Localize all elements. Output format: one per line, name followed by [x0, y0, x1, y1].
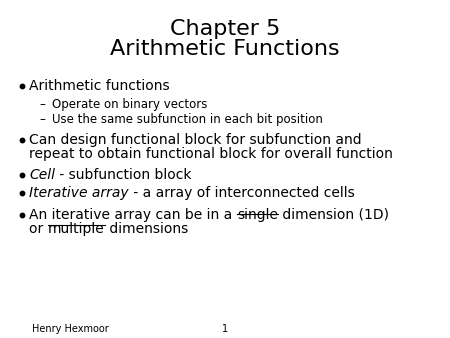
Text: repeat to obtain functional block for overall function: repeat to obtain functional block for ov…: [29, 147, 393, 162]
Text: Use the same subfunction in each bit position: Use the same subfunction in each bit pos…: [52, 114, 323, 126]
Text: dimensions: dimensions: [104, 222, 188, 236]
Text: - subfunction block: - subfunction block: [55, 168, 192, 182]
Text: Operate on binary vectors: Operate on binary vectors: [52, 98, 207, 111]
Text: or: or: [29, 222, 48, 236]
Text: multiple: multiple: [48, 222, 104, 236]
Text: Can design functional block for subfunction and: Can design functional block for subfunct…: [29, 133, 362, 147]
Text: Chapter 5: Chapter 5: [170, 19, 280, 39]
Text: 1: 1: [222, 323, 228, 334]
Text: Arithmetic Functions: Arithmetic Functions: [110, 39, 340, 59]
Text: dimension (1D): dimension (1D): [278, 208, 389, 222]
Text: single: single: [237, 208, 278, 222]
Text: Henry Hexmoor: Henry Hexmoor: [32, 323, 108, 334]
Text: Arithmetic functions: Arithmetic functions: [29, 79, 170, 93]
Text: Cell: Cell: [29, 168, 55, 182]
Text: –: –: [40, 114, 46, 126]
Text: - a array of interconnected cells: - a array of interconnected cells: [129, 186, 355, 200]
Text: An iterative array can be in a: An iterative array can be in a: [29, 208, 237, 222]
Text: –: –: [40, 98, 46, 111]
Text: Iterative array: Iterative array: [29, 186, 129, 200]
